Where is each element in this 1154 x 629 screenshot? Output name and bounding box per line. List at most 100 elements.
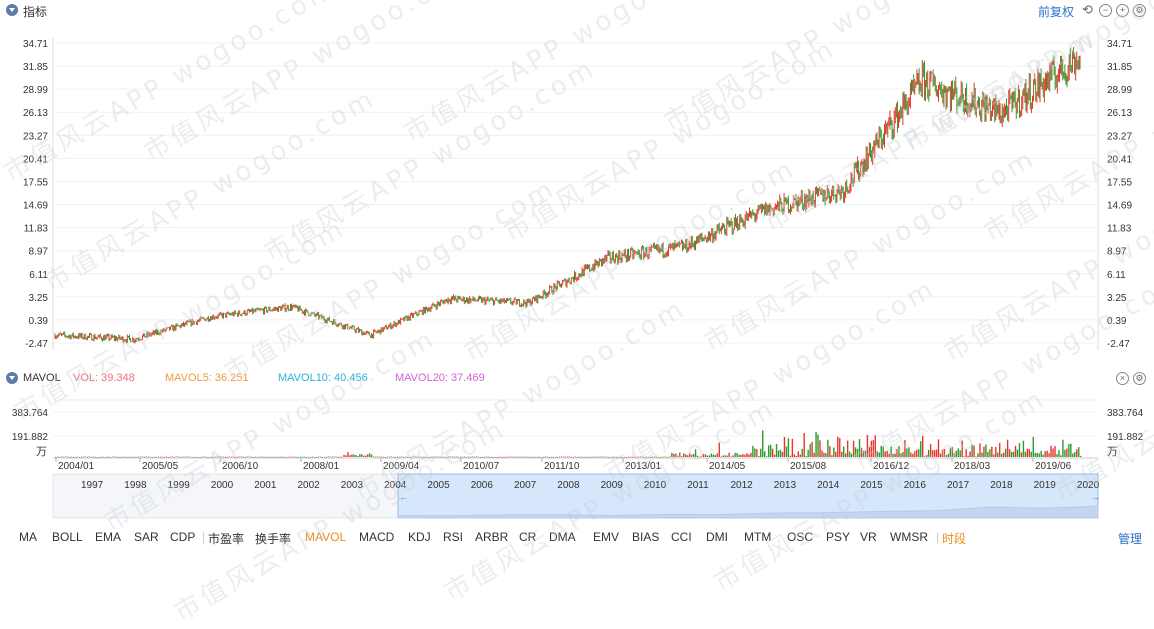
volume-bar	[345, 455, 347, 457]
volume-bar	[317, 456, 320, 458]
volume-bar	[374, 456, 377, 458]
volume-bar	[925, 455, 928, 457]
indicator-rsi[interactable]: RSI	[443, 530, 464, 544]
price-tick-label: 14.69	[1107, 201, 1132, 212]
volume-bar	[981, 452, 983, 457]
volume-bar	[1020, 452, 1023, 457]
indicator-换手率[interactable]: 换手率	[255, 532, 292, 546]
collapse-icon[interactable]	[6, 372, 18, 384]
volume-bar	[1032, 436, 1035, 457]
indicator-dmi[interactable]: DMI	[706, 530, 728, 544]
volume-bar	[564, 456, 566, 458]
right-handle[interactable]: →	[1091, 492, 1100, 502]
date-label: 2013/01	[625, 461, 662, 472]
indicator-mtm[interactable]: MTM	[744, 530, 772, 544]
volume-bar	[922, 435, 924, 457]
volume-bar	[1036, 452, 1038, 457]
indicator-市盈率[interactable]: 市盈率	[208, 532, 245, 546]
indicator-sar[interactable]: SAR	[134, 530, 159, 544]
volume-bar	[153, 456, 156, 458]
panel-title: 指标	[23, 5, 48, 19]
volume-bar	[953, 453, 956, 457]
volume-bar	[495, 456, 497, 458]
volume-bar	[1080, 455, 1082, 457]
volume-bar	[746, 453, 748, 457]
indicator-psy[interactable]: PSY	[826, 530, 851, 544]
close-icon[interactable]: ×	[1116, 372, 1129, 385]
indicator-vr[interactable]: VR	[860, 530, 877, 544]
volume-bar	[201, 456, 203, 458]
volume-bar	[68, 456, 71, 458]
indicator-boll[interactable]: BOLL	[52, 530, 83, 544]
price-chart[interactable]: 34.71 31.85 28.99 26.13 23.27 20.41 17.55 14.69…	[0, 0, 1154, 530]
collapse-icon[interactable]	[6, 4, 18, 16]
indicator-cci[interactable]: CCI	[671, 530, 692, 544]
volume-bar	[935, 449, 938, 457]
volume-bar	[866, 434, 869, 457]
volume-bar	[453, 456, 456, 458]
volume-bar	[465, 456, 468, 458]
volume-bar	[677, 455, 679, 457]
volume-bar	[207, 456, 209, 458]
date-label: 2009/04	[383, 461, 420, 472]
volume-bar	[329, 456, 331, 458]
settings-icon[interactable]: ⚙	[1133, 4, 1146, 17]
manage-button[interactable]: 管理	[1118, 532, 1143, 546]
volume-bar	[837, 436, 839, 457]
indicator-bias[interactable]: BIAS	[632, 530, 660, 544]
indicator-cr[interactable]: CR	[519, 530, 537, 544]
volume-bar	[353, 454, 355, 457]
volume-bar	[607, 456, 610, 458]
volume-bar	[64, 456, 67, 458]
year-label: 1997	[81, 480, 104, 491]
volume-bar	[438, 456, 440, 458]
indicator-emv[interactable]: EMV	[593, 530, 620, 544]
year-label: 1998	[124, 480, 147, 491]
date-label: 2015/08	[790, 461, 827, 472]
indicator-ma[interactable]: MA	[19, 530, 37, 544]
indicator-cdp[interactable]: CDP	[170, 530, 196, 544]
indicator-kdj[interactable]: KDJ	[408, 530, 431, 544]
volume-bar	[479, 456, 482, 458]
settings-icon[interactable]: ⚙	[1133, 372, 1146, 385]
zoom-out-icon[interactable]: −	[1099, 4, 1112, 17]
undo-icon[interactable]: ⟲	[1082, 2, 1093, 17]
volume-bar	[1014, 445, 1017, 457]
indicator-ema[interactable]: EMA	[95, 530, 122, 544]
volume-bar	[997, 452, 999, 457]
separator: |	[936, 530, 940, 544]
volume-bar	[1006, 439, 1009, 457]
indicator-时段[interactable]: 时段	[942, 532, 967, 546]
volume-bar	[848, 451, 851, 457]
indicator-osc[interactable]: OSC	[787, 530, 814, 544]
volume-bar	[305, 456, 308, 458]
volume-bar	[390, 456, 393, 458]
volume-bar	[193, 456, 195, 458]
volume-bar	[1052, 448, 1054, 457]
volume-bar	[943, 449, 946, 457]
volume-bar	[102, 456, 104, 458]
volume-bar	[499, 456, 501, 458]
volume-bar	[216, 456, 219, 458]
volume-bar	[878, 452, 880, 457]
year-label: 2011	[687, 480, 709, 491]
volume-bar	[803, 433, 805, 457]
indicator-mavol[interactable]: MAVOL	[305, 530, 347, 544]
volume-bar	[789, 455, 792, 457]
left-handle[interactable]: ←	[399, 492, 408, 502]
volume-bar	[430, 456, 432, 458]
indicator-macd[interactable]: MACD	[359, 530, 395, 544]
adjust-button[interactable]: 前复权	[1038, 5, 1075, 19]
volume-bar	[872, 440, 875, 457]
volume-bar	[163, 456, 166, 458]
price-tick-label: 0.39	[1107, 316, 1127, 327]
indicator-wmsr[interactable]: WMSR	[890, 530, 928, 544]
indicator-arbr[interactable]: ARBR	[475, 530, 509, 544]
volume-bar	[795, 455, 798, 457]
volume-bar	[446, 456, 448, 458]
zoom-in-icon[interactable]: +	[1116, 4, 1129, 17]
indicator-dma[interactable]: DMA	[549, 530, 576, 544]
volume-bar	[293, 456, 296, 458]
volume-bar	[933, 450, 936, 457]
volume-bar	[862, 450, 865, 457]
